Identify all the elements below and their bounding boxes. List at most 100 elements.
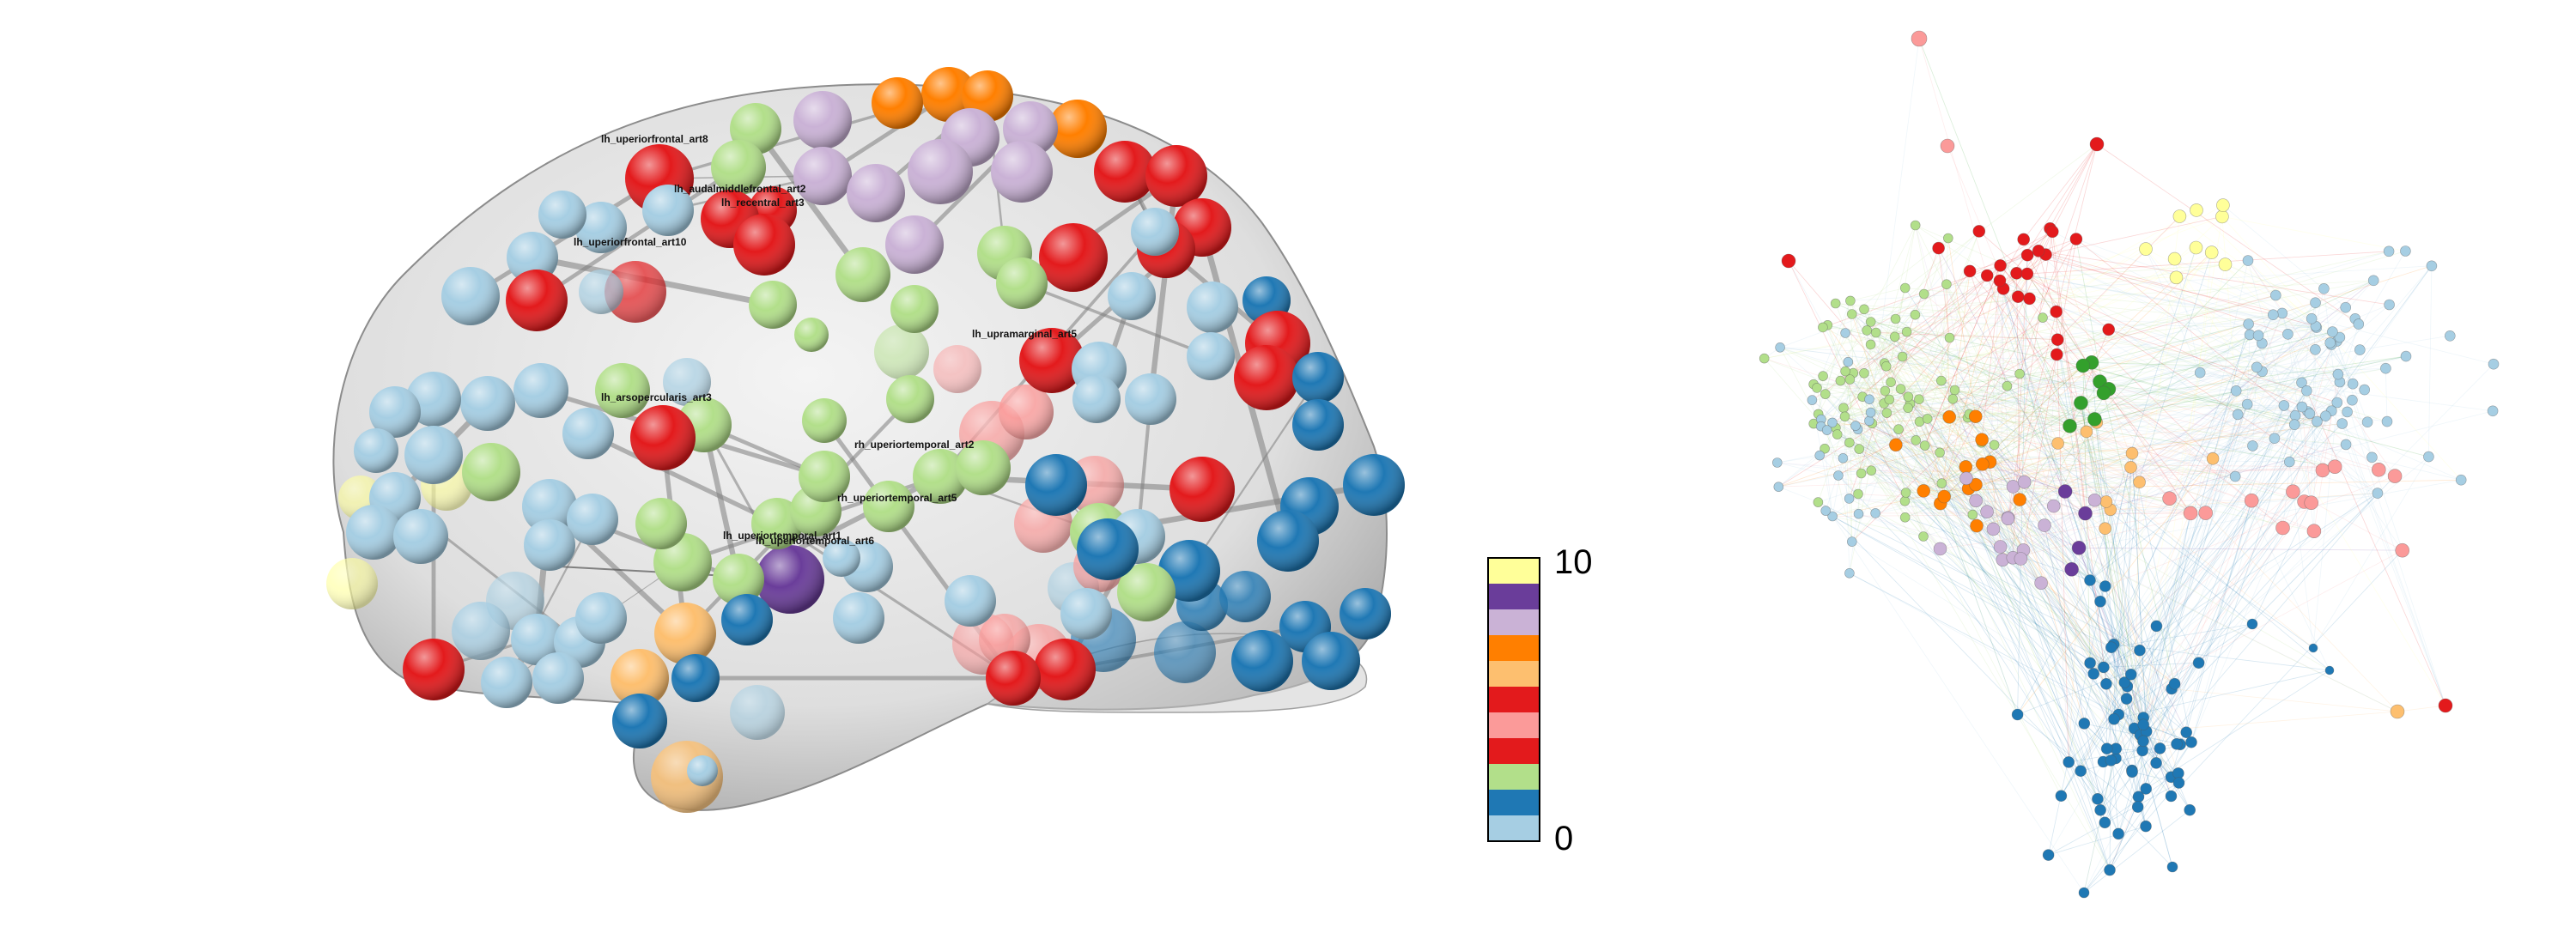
- network-node: [1830, 298, 1841, 309]
- network-node: [2099, 816, 2111, 829]
- network-edge: [2117, 527, 2283, 715]
- network-node: [2092, 792, 2104, 805]
- network-edge: [2190, 424, 2295, 742]
- network-node: [2105, 754, 2117, 766]
- network-edge: [1900, 251, 2212, 390]
- network-edge: [1883, 225, 1917, 403]
- network-edge: [1850, 356, 1903, 380]
- network-edge: [1941, 482, 2081, 772]
- network-edge: [1884, 362, 2140, 483]
- network-edge: [2017, 623, 2253, 715]
- brain-node-labels: lh_uperiorfrontal_art8 lh_audalmiddlefro…: [574, 133, 1077, 547]
- network-edge: [2172, 688, 2398, 712]
- network-edge: [2249, 302, 2316, 336]
- network-node: [2032, 244, 2045, 258]
- network-edge: [2142, 461, 2290, 725]
- network-edge: [1818, 501, 2112, 648]
- network-edge: [2017, 579, 2091, 715]
- network-edge: [2109, 742, 2192, 870]
- network-edge: [1851, 317, 2044, 542]
- network-node: [2098, 661, 2110, 674]
- network-node: [2340, 439, 2352, 451]
- brain-node: [1170, 457, 1235, 522]
- network-edge: [2099, 453, 2133, 602]
- network-edge: [1968, 488, 2099, 799]
- network-edge: [2190, 410, 2332, 742]
- network-edge: [1900, 388, 2018, 715]
- network-node: [1900, 488, 1911, 498]
- network-edge: [1816, 387, 2172, 778]
- network-edge: [1993, 288, 2004, 530]
- network-node: [2055, 790, 2068, 803]
- brain-node: [1019, 328, 1084, 393]
- network-edge: [2050, 228, 2140, 482]
- network-node: [1936, 478, 1947, 488]
- network-node: [1969, 409, 1983, 424]
- network-node: [1865, 317, 1876, 327]
- network-edge: [1941, 238, 1949, 381]
- network-edge: [2020, 371, 2263, 560]
- brain-node: [1048, 100, 1107, 158]
- network-edge: [1969, 336, 2341, 415]
- network-edge: [1849, 573, 2135, 729]
- network-edge: [1943, 417, 1968, 497]
- network-edge: [2008, 274, 2028, 518]
- network-edge: [2099, 335, 2259, 382]
- network-node: [2002, 380, 2013, 391]
- brain-node: [1257, 510, 1319, 572]
- network-node: [2216, 198, 2230, 212]
- network-node: [2340, 301, 2351, 313]
- network-edge: [1832, 516, 1924, 537]
- network-edge: [2019, 143, 2098, 374]
- network-node: [2204, 245, 2219, 259]
- network-edge: [1870, 321, 2201, 373]
- network-edge: [2000, 265, 2030, 300]
- network-edge: [1947, 145, 2095, 500]
- network-node: [2286, 484, 2300, 500]
- network-node: [2384, 299, 2395, 311]
- network-edge: [2330, 324, 2360, 411]
- network-edge: [1940, 367, 2386, 453]
- network-edge: [1885, 367, 2386, 391]
- network-edge: [1870, 412, 2003, 560]
- network-node: [1807, 395, 1818, 405]
- network-edge: [2093, 314, 2274, 675]
- node-label: rh_uperiortemporal_art2: [854, 439, 975, 451]
- network-edge: [2342, 423, 2446, 706]
- network-edge: [1868, 225, 1917, 400]
- network-edge: [2081, 355, 2407, 403]
- network-edge: [2002, 512, 2206, 560]
- network-node: [2400, 350, 2412, 362]
- network-node: [1854, 444, 1864, 454]
- network-edge: [1905, 288, 2091, 581]
- network-edge: [1895, 318, 2070, 427]
- network-edge: [2123, 215, 2180, 683]
- network-node: [1901, 326, 1912, 337]
- network-edge: [1835, 303, 2044, 318]
- network-edge: [2083, 742, 2192, 894]
- network-edge: [1883, 403, 2024, 551]
- network-edge: [1788, 260, 1966, 468]
- network-edge: [1868, 421, 1969, 489]
- network-node: [1937, 489, 1951, 504]
- brain-node: [462, 443, 520, 501]
- network-edge: [2385, 368, 2388, 422]
- network-edge: [1990, 461, 2095, 501]
- network-edge: [1976, 525, 2069, 763]
- network-edge: [2142, 626, 2157, 718]
- network-edge: [2000, 265, 2191, 514]
- network-node: [2078, 718, 2091, 730]
- network-edge: [1919, 421, 2111, 870]
- network-edge: [2105, 493, 2379, 685]
- network-edge: [1938, 248, 1950, 338]
- network-edge: [1952, 398, 2119, 834]
- brain-node: [1187, 282, 1238, 333]
- network-edge: [1919, 421, 2105, 668]
- network-edge: [1850, 300, 2003, 560]
- network-node: [1865, 407, 1876, 418]
- network-edge: [2096, 390, 2307, 423]
- network-node: [2269, 433, 2281, 445]
- network-node: [1759, 353, 1770, 364]
- network-node: [2366, 451, 2378, 464]
